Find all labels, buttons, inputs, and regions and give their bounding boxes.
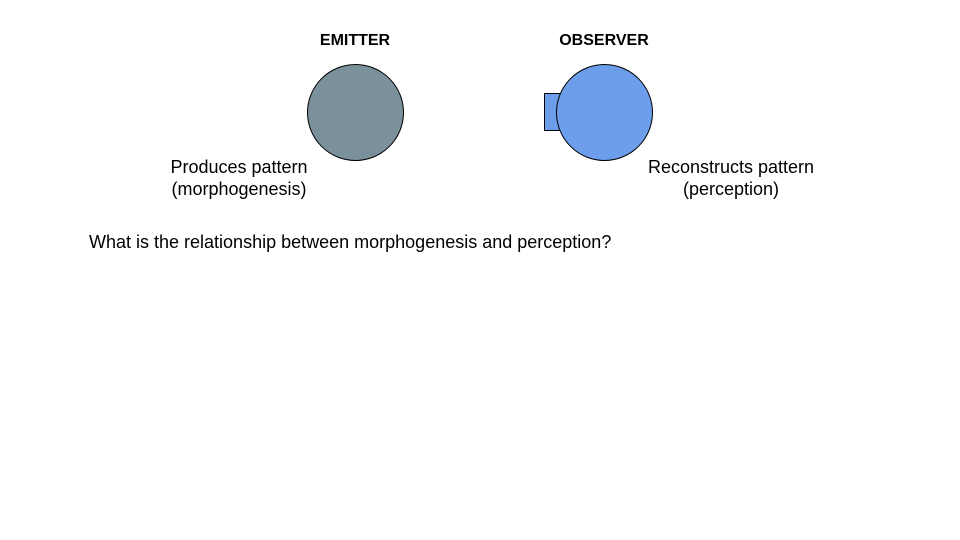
observer-circle	[556, 64, 653, 161]
emitter-caption: Produces pattern (morphogenesis)	[129, 156, 349, 200]
emitter-circle	[307, 64, 404, 161]
observer-caption: Reconstructs pattern (perception)	[621, 156, 841, 200]
observer-caption-line-1: Reconstructs pattern	[647, 157, 815, 177]
question-text: What is the relationship between morphog…	[89, 232, 612, 252]
emitter-caption-line-2: (morphogenesis)	[171, 179, 307, 199]
emitter-title: EMITTER	[319, 32, 391, 49]
observer-caption-line-2: (perception)	[682, 179, 780, 199]
emitter-caption-line-1: Produces pattern	[170, 157, 308, 177]
observer-title: OBSERVER	[559, 32, 649, 49]
